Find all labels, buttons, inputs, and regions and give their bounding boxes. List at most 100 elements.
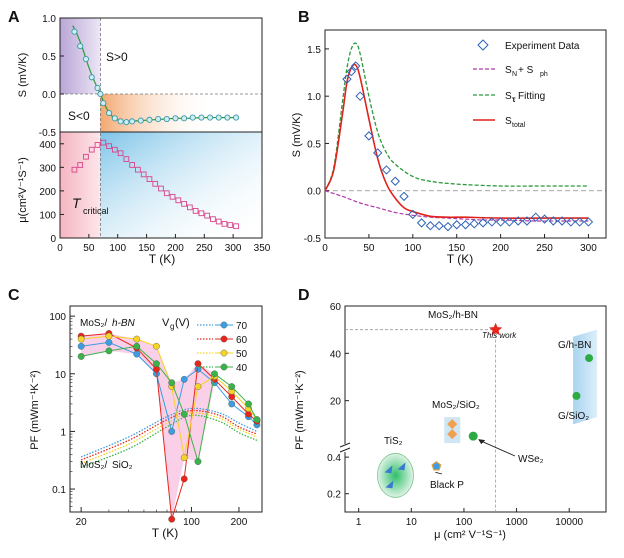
panel-d: D 60 40 20 0.4 0.2 1 10 100 1000 10000 PF (mWm⁻¹K⁻²… [294,287,607,541]
legend-sn-sub: N [512,71,517,78]
legend-exp-label: Experiment Data [505,41,580,52]
experiment-point [408,209,418,220]
hbn-point-50 [194,383,202,390]
mobility-point [83,153,89,160]
black-p-arrow [435,471,443,475]
mobility-point [117,150,124,157]
experiment-point [416,218,427,228]
d-header-label: MoS₂/h-BN [428,310,478,321]
ytick-label: 0.1 [52,485,66,496]
mobility-point [192,208,199,214]
tis2-triangle [384,465,393,474]
s-data-point [111,115,118,122]
mos2-sio2-diamond [447,429,458,440]
xtick-label: 200 [231,517,248,528]
legend-sn-sub2: ph [540,71,548,78]
s-data-point [129,118,136,125]
legend-exp-marker [477,39,489,51]
hbn-point-50 [153,342,160,350]
mobility-point [181,200,187,207]
this-work-label: This work [482,331,517,340]
d-xlabel: μ (cm² V⁻¹S⁻¹) [434,529,506,541]
s-data-point [71,28,78,35]
mobility-point [123,156,130,162]
s-data-point [94,84,101,91]
d-ylabel: PF (mWm⁻¹K⁻²) [294,370,306,449]
hbn-point-70 [180,375,188,383]
xtick-label: 0 [322,243,328,254]
this-work-star [489,322,503,336]
xtick-label: 1 [356,517,362,528]
axis-break-mask [340,444,350,452]
hbn-point-50 [77,335,85,343]
a-ylabel-top: S (mV/K) [17,53,29,98]
legend-label-50: 50 [236,349,248,360]
xtick-label: 100 [456,517,473,528]
axes-frame [344,305,607,513]
legend-label-40: 40 [236,363,248,374]
experiment-point [574,217,585,227]
experiment-point [351,61,361,71]
tcritical-subscript: critical [83,206,109,216]
mobility-point [198,210,205,217]
xtick-label: 300 [225,243,242,254]
ytick-label: 20 [330,397,342,408]
region-pink-shade [60,132,101,238]
experiment-point [531,212,541,222]
xtick-label: 250 [536,243,553,254]
a-ylabel-bottom: μ(cm²V⁻¹S⁻¹) [17,157,29,223]
legend-stau-sub: τ [512,95,516,104]
hbn-point-60 [194,360,202,368]
mobility-point [215,218,222,225]
xtick-label: 10000 [555,517,583,528]
hbn-point-40 [77,353,85,360]
mobility-point [140,171,147,178]
sio2-series-50 [80,412,258,464]
sio2-series-70 [80,407,258,458]
experiment-point [355,91,365,101]
experiment-point [460,220,471,230]
hbn-point-40 [133,342,141,350]
s-data-point [215,114,222,121]
mobility-point [187,204,193,211]
experiment-point [346,66,357,77]
xtick-label: 350 [254,243,271,254]
xtick-label: 1000 [505,517,528,528]
hbn-point-40 [211,370,218,378]
mobility-point [77,162,84,168]
experiment-point [381,165,392,175]
mobility-point [111,146,118,153]
experiment-point [364,131,374,141]
tcritical-label: T [72,195,82,211]
axis-break-mark [339,447,351,453]
sio2-series-60 [80,409,258,461]
hbn-point-40 [253,416,261,424]
a-xlabel: T (K) [149,252,175,266]
c-hbn-label-a: MoS₂/ [80,318,107,329]
ytick-label-bottom: 300 [39,163,56,174]
legend-stotal-label: S [505,116,512,127]
b-xlabel: T (K) [447,252,473,266]
hbn-point-60 [168,515,176,523]
stotal-line [324,63,589,219]
mobility-point [100,139,107,146]
ytick-label-top: 0.0 [42,90,56,101]
ytick-label: 1.5 [307,45,321,56]
hbn-point-50 [180,454,188,462]
c-sio2-label-a: MoS₂/ [80,460,107,471]
black-p-label: Black P [430,480,464,491]
xtick-label: 150 [138,243,155,254]
ytick-label-top: 1.0 [42,14,56,25]
mobility-point [227,222,234,228]
s-data-point [172,115,179,122]
experiment-point [399,191,409,202]
legend-label-70: 70 [236,321,248,332]
region-positive-shade [60,18,101,94]
wse2-label: WSe₂ [518,454,544,465]
experiment-point [548,216,559,226]
mobility-point [221,221,228,227]
ytick-label-bottom: 400 [39,140,56,151]
experiment-point [443,221,453,232]
s-data-point [207,114,214,121]
ytick-label: 0.4 [327,453,341,464]
